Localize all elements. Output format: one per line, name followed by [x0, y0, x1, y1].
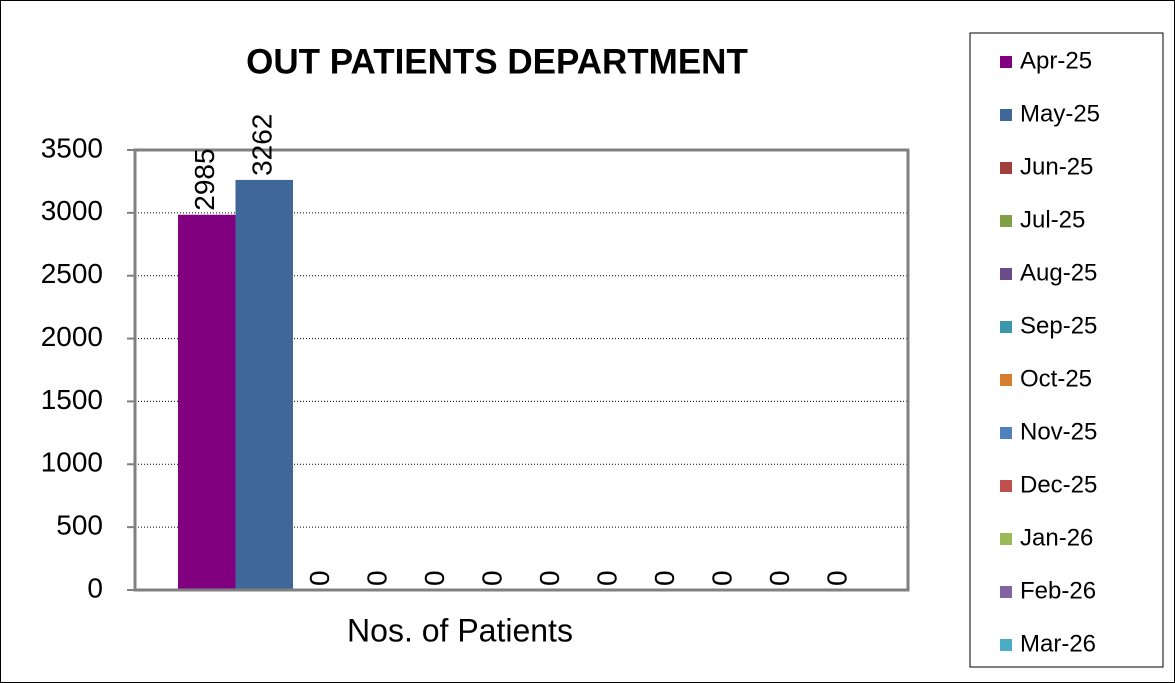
y-tick-label: 3500: [41, 132, 103, 163]
legend-swatch: [1000, 109, 1012, 121]
y-tick-label: 2500: [41, 258, 103, 289]
legend-label: May-25: [1020, 100, 1100, 127]
legend-label: Dec-25: [1020, 471, 1097, 498]
x-category-label: Nos. of Patients: [347, 612, 573, 648]
legend-swatch: [1000, 639, 1012, 651]
y-tick-label: 1500: [41, 384, 103, 415]
legend-swatch: [1000, 162, 1012, 174]
legend-swatch: [1000, 480, 1012, 492]
y-tick-label: 2000: [41, 321, 103, 352]
legend-label: Nov-25: [1020, 418, 1097, 445]
legend-label: Jul-25: [1020, 206, 1085, 233]
legend-label: Apr-25: [1020, 47, 1092, 74]
data-label: 2985: [189, 148, 220, 210]
legend-swatch: [1000, 586, 1012, 598]
y-tick-label: 3000: [41, 195, 103, 226]
legend-swatch: [1000, 533, 1012, 545]
legend-swatch: [1000, 56, 1012, 68]
legend-label: Feb-26: [1020, 577, 1096, 604]
bar: [235, 179, 293, 591]
data-label: 0: [592, 570, 623, 586]
y-tick-label: 1000: [41, 447, 103, 478]
data-label: 3262: [247, 114, 278, 176]
data-label: 0: [707, 570, 738, 586]
legend-swatch: [1000, 427, 1012, 439]
legend-swatch: [1000, 321, 1012, 333]
data-label: 0: [362, 570, 393, 586]
y-tick-label: 0: [87, 572, 103, 603]
legend-label: Jan-26: [1020, 524, 1093, 551]
legend-swatch: [1000, 374, 1012, 386]
legend-label: Jun-25: [1020, 153, 1093, 180]
legend-swatch: [1000, 268, 1012, 280]
data-label: 0: [419, 570, 450, 586]
bar: [178, 214, 236, 590]
legend-swatch: [1000, 215, 1012, 227]
data-label: 0: [534, 570, 565, 586]
y-tick-label: 500: [56, 510, 103, 541]
data-label: 0: [477, 570, 508, 586]
data-label: 0: [304, 570, 335, 586]
legend-label: Mar-26: [1020, 630, 1096, 657]
data-label: 0: [822, 570, 853, 586]
legend-label: Sep-25: [1020, 312, 1097, 339]
legend-label: Oct-25: [1020, 365, 1092, 392]
legend-label: Aug-25: [1020, 259, 1097, 286]
data-label: 0: [649, 570, 680, 586]
data-label: 0: [764, 570, 795, 586]
chart-title: OUT PATIENTS DEPARTMENT: [246, 42, 748, 81]
legend-box: [969, 32, 1164, 668]
